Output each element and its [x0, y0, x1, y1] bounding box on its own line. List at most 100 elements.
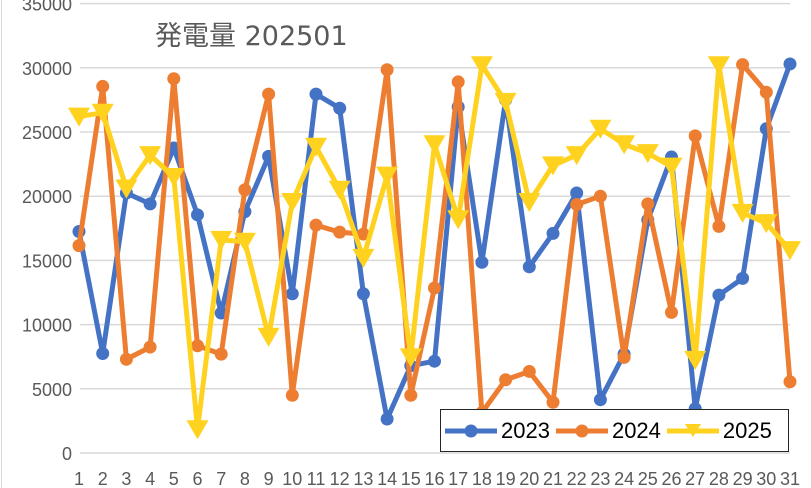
legend-item-2025: 2025	[666, 418, 774, 444]
data-point	[499, 373, 513, 387]
data-point	[684, 350, 707, 370]
data-point	[328, 180, 351, 200]
y-tick-label: 35000	[22, 0, 72, 15]
data-point	[143, 340, 157, 354]
x-tick-label: 21	[543, 469, 563, 488]
data-point	[356, 287, 370, 301]
data-point	[755, 214, 778, 234]
data-point	[783, 375, 797, 389]
legend-item-2024: 2024	[555, 417, 663, 444]
data-point	[191, 339, 204, 353]
data-point	[470, 56, 493, 76]
data-point	[285, 287, 299, 301]
x-tick-label: 23	[590, 469, 610, 488]
data-point	[262, 87, 276, 101]
data-point	[233, 232, 256, 252]
data-point	[570, 186, 584, 200]
legend-item-2023: 2023	[445, 418, 552, 444]
data-point	[96, 79, 110, 93]
x-tick-label: 19	[496, 469, 516, 488]
series-2024	[72, 58, 797, 420]
data-point	[565, 146, 588, 166]
legend-label: 2023	[501, 417, 550, 443]
data-point	[162, 167, 185, 187]
data-point	[707, 56, 730, 76]
data-point	[352, 248, 375, 268]
data-point	[546, 226, 560, 240]
data-point	[91, 103, 114, 123]
x-tick-label: 26	[661, 469, 681, 488]
x-tick-label: 12	[330, 469, 350, 488]
x-tick-label: 28	[709, 469, 729, 488]
series-2023	[72, 57, 797, 426]
data-point	[593, 189, 607, 203]
x-tick-label: 9	[264, 469, 274, 488]
data-point	[546, 395, 560, 409]
data-point	[759, 85, 773, 99]
data-point	[380, 63, 394, 77]
x-tick-label: 16	[424, 469, 444, 488]
data-point	[593, 393, 607, 407]
x-tick-label: 7	[216, 469, 226, 488]
data-point	[522, 364, 536, 378]
data-point	[214, 347, 228, 361]
data-point	[72, 239, 86, 253]
data-point	[68, 107, 90, 127]
data-point	[167, 72, 181, 86]
data-point	[380, 412, 394, 426]
data-point	[542, 156, 564, 176]
data-point	[428, 354, 441, 368]
x-tick-label: 10	[282, 469, 302, 488]
data-point	[376, 166, 399, 186]
data-point	[210, 230, 233, 250]
series-2025	[68, 56, 801, 440]
data-point	[404, 388, 418, 402]
data-point	[736, 58, 750, 72]
chart-title: 発電量 202501	[155, 21, 348, 52]
data-point	[309, 87, 323, 101]
data-point	[641, 197, 655, 211]
data-point	[423, 135, 446, 155]
y-tick-label: 25000	[22, 123, 72, 143]
data-point	[333, 225, 347, 239]
data-point	[428, 281, 441, 295]
x-tick-label: 3	[121, 469, 131, 488]
y-tick-label: 5000	[32, 380, 72, 400]
legend-label: 2024	[611, 417, 661, 443]
data-point	[139, 146, 162, 166]
data-point	[665, 305, 678, 319]
data-point	[712, 219, 726, 233]
circle-marker-icon	[555, 424, 608, 437]
data-point	[281, 192, 304, 212]
data-point	[688, 129, 702, 143]
data-point	[119, 352, 133, 366]
data-point	[238, 183, 252, 197]
data-point	[712, 288, 726, 302]
x-tick-label: 29	[733, 469, 753, 488]
x-tick-label: 27	[685, 469, 705, 488]
x-tick-label: 6	[192, 469, 202, 488]
data-point	[167, 141, 181, 155]
data-point	[309, 218, 323, 232]
data-point	[399, 348, 422, 368]
data-point	[305, 137, 327, 157]
x-tick-label: 24	[614, 469, 634, 488]
data-point	[613, 135, 636, 155]
x-tick-label: 8	[240, 469, 250, 488]
x-tick-label: 2	[98, 469, 108, 488]
data-point	[783, 57, 797, 71]
data-point	[451, 75, 465, 89]
x-tick-label: 5	[169, 469, 179, 488]
data-point	[186, 420, 209, 440]
x-tick-label: 4	[145, 469, 155, 488]
x-tick-label: 30	[756, 469, 776, 488]
x-tick-label: 1	[74, 469, 84, 488]
x-tick-label: 25	[638, 469, 658, 488]
y-tick-label: 15000	[22, 251, 72, 271]
data-point	[333, 101, 347, 115]
triangle-down-marker-icon	[666, 423, 719, 437]
circle-marker-icon	[445, 424, 497, 437]
data-point	[285, 388, 299, 402]
